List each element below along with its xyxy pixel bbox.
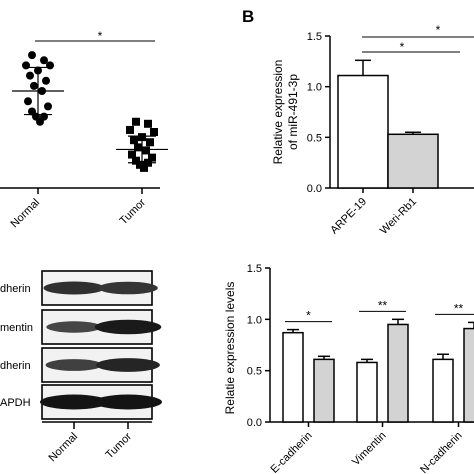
bar-b-y-tick-label: 0.0 (307, 183, 322, 195)
scatter-point-tumor (148, 153, 156, 162)
blot-band (98, 281, 158, 295)
blot-row-label: mentin (0, 322, 33, 334)
blot-band (46, 321, 102, 333)
bar-c-y-label: Relatie expression levels (223, 282, 237, 415)
bar-c-x-label: N-cadherin (418, 430, 465, 474)
blot-row-label: dherin (0, 360, 31, 372)
scatter-point-normal (24, 97, 32, 106)
blot-band (94, 394, 162, 410)
bar-b-star-1: * (400, 40, 405, 54)
blot-row-label: APDH (0, 397, 31, 409)
bar-c-x-label: E-cadherin (269, 430, 315, 474)
scatter-point-tumor (132, 156, 140, 165)
scatter-point-normal (42, 76, 50, 85)
bar-b-y-label-line1: Relative expression (271, 60, 285, 165)
blot-band (96, 358, 160, 372)
scatter-point-normal (28, 51, 36, 60)
bar-c-significance: ** (454, 301, 464, 315)
bar-b-star-2: * (436, 23, 441, 37)
bar-c-bar (282, 331, 304, 423)
bar-c-bar (432, 358, 454, 423)
bar-c-x-label: Vimentin (350, 430, 389, 469)
bar-c-bar (463, 327, 474, 423)
scatter-point-normal (36, 117, 44, 126)
blot-row-label: dherin (0, 283, 31, 295)
bar-c-significance: ** (378, 298, 388, 312)
bar-c-y-tick-label: 0.5 (247, 366, 262, 378)
blot-band (94, 319, 162, 335)
bar-c-bar (356, 361, 378, 423)
scatter-point-tumor (126, 125, 134, 134)
bar-b-bar-weri-rb1 (387, 133, 439, 189)
bar-c-y-tick-label: 0.0 (247, 417, 262, 429)
scatter-point-tumor (140, 163, 148, 172)
bar-b-y-tick-label: 0.5 (307, 132, 322, 144)
blot-band (40, 394, 108, 410)
bar-c-y-tick-label: 1.0 (247, 314, 262, 326)
scatter-point-normal (40, 56, 48, 65)
blot-lane-label: Normal (47, 431, 81, 465)
scatter-x-label-normal: Normal (9, 197, 43, 231)
bar-b-y-label-line2: of miR-491-3p (286, 74, 300, 150)
panel-b-letter: B (242, 7, 254, 26)
bar-b-y-tick-label: 1.5 (307, 31, 322, 43)
bar-b-y-tick-label: 1.0 (307, 82, 322, 94)
scatter-point-tumor (144, 119, 152, 128)
bar-chart-c: Relatie expression levels 0.0 0.5 1.0 1.5 E-… (223, 263, 474, 474)
bar-c-bar (313, 358, 335, 423)
scatter-point-tumor (150, 128, 158, 136)
scatter-point-normal (46, 61, 54, 70)
scatter-significance-star: * (98, 29, 103, 43)
scatter-point-tumor (130, 136, 138, 145)
western-blot: dherin mentin dherin APDH Normal Tumor (0, 270, 162, 465)
scatter-point-normal (44, 102, 52, 111)
blot-band (43, 281, 105, 295)
bar-c-significance: * (306, 309, 311, 323)
scatter-point-tumor (134, 143, 142, 152)
scatter-point-tumor (128, 150, 136, 159)
scatter-point-normal (26, 71, 34, 80)
scatter-x-label-tumor: Tumor (117, 196, 148, 227)
scatter-point-tumor (146, 138, 154, 147)
scatter-point-normal (30, 81, 38, 90)
bar-b-x-label: Weri-Rb1 (378, 196, 419, 237)
bar-chart-b: Relative expression of miR-491-3p * * 0.… (271, 23, 474, 237)
bar-b-bar-arpe-19 (337, 74, 389, 189)
scatter-point-tumor (142, 146, 150, 155)
bar-c-bar (387, 323, 409, 423)
scatter-point-normal (22, 61, 30, 70)
bar-c-y-tick-label: 1.5 (247, 263, 262, 275)
blot-lane-label: Tumor (103, 430, 134, 461)
scatter-point-tumor (132, 117, 140, 126)
blot-band (45, 359, 103, 371)
bar-b-x-label: ARPE-19 (328, 196, 369, 237)
scatter-plot: Normal Tumor * (0, 29, 168, 230)
